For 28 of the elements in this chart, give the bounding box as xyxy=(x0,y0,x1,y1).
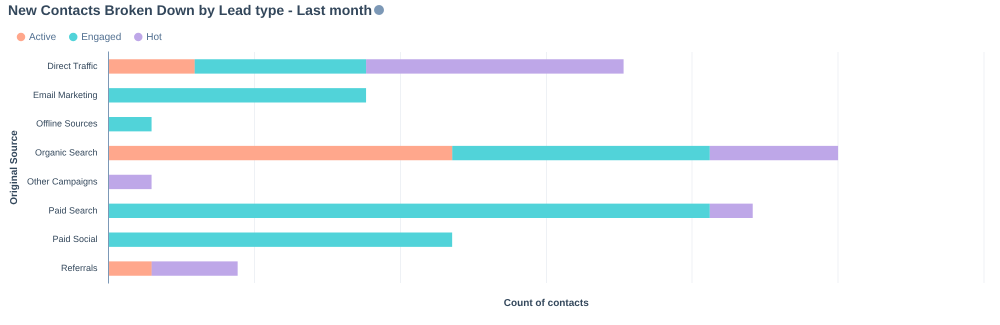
legend-label: Engaged xyxy=(81,32,122,43)
y-tick-label: Paid Social xyxy=(52,234,98,244)
chart-title: New Contacts Broken Down by Lead type - Last month xyxy=(8,2,372,18)
legend-label: Active xyxy=(29,32,57,43)
y-tick-label: Email Marketing xyxy=(33,90,98,100)
y-axis-title: Original Source xyxy=(8,130,20,205)
bar xyxy=(109,59,195,74)
bar xyxy=(109,88,366,102)
bar xyxy=(109,204,710,218)
y-tick-label: Referrals xyxy=(61,263,98,274)
y-tick-label: Direct Traffic xyxy=(47,60,98,71)
y-tick-label: Other Campaigns xyxy=(26,176,98,186)
bar xyxy=(710,204,753,218)
bar xyxy=(194,59,366,74)
x-axis-title: Count of contacts xyxy=(504,298,590,309)
bar xyxy=(109,261,152,276)
bar xyxy=(109,146,452,160)
bar xyxy=(452,146,710,160)
bar xyxy=(109,174,152,190)
bar xyxy=(366,59,624,74)
bar xyxy=(109,117,152,132)
bar xyxy=(109,232,452,247)
bar xyxy=(710,146,838,160)
legend-label: Hot xyxy=(146,32,162,43)
bar xyxy=(152,261,238,276)
y-tick-label: Offline Sources xyxy=(36,118,98,129)
y-tick-label: Organic Search xyxy=(35,148,98,158)
y-tick-label: Paid Search xyxy=(48,205,98,216)
